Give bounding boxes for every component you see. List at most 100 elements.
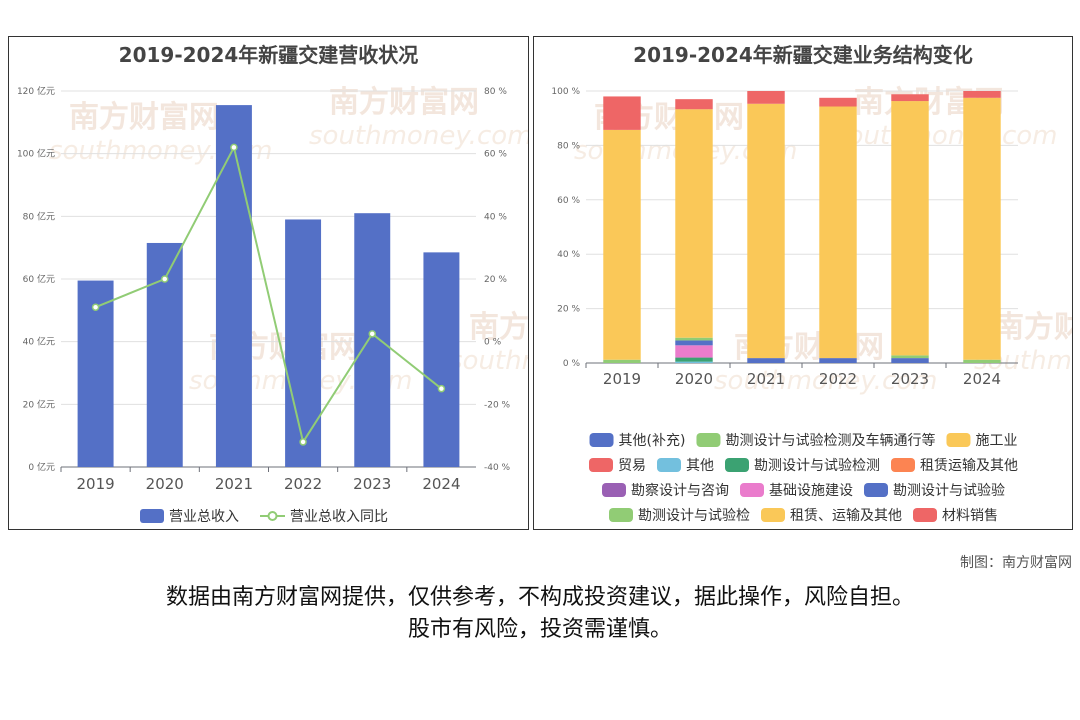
watermark-logo-text: 南方财富网 (329, 85, 479, 120)
revenue-y-left-tick: 80 亿元 (23, 210, 55, 222)
structure-y-tick: 80 % (557, 141, 580, 151)
structure-legend-swatch (657, 458, 681, 472)
structure-legend-label: 其他 (686, 458, 714, 474)
revenue-legend-line-label: 营业总收入同比 (290, 509, 388, 525)
revenue-bar (215, 105, 252, 467)
structure-legend-swatch (891, 458, 915, 472)
structure-chart-svg: 南方财富网southmoney.com南方财富网southmoney.com南方… (551, 85, 1073, 524)
watermark-domain-text: southmoney.com (449, 346, 529, 376)
structure-legend-item: 勘测设计与试验检测 (725, 458, 880, 474)
revenue-x-tick: 2022 (284, 475, 322, 493)
revenue-chart-panel: 2019-2024年新疆交建营收状况 南方财富网 southmoney.com 南方… (8, 36, 529, 530)
watermark-logo-text: 南方财富网 (69, 100, 219, 135)
structure-legend-label: 基础设施建设 (769, 482, 853, 499)
revenue-yoy-point (91, 303, 100, 311)
revenue-x-tick: 2024 (422, 475, 460, 493)
structure-x-tick: 2021 (747, 370, 785, 388)
revenue-legend-bar-swatch (140, 509, 164, 523)
structure-bar-segment (891, 358, 929, 363)
structure-legend-swatch (725, 458, 749, 472)
revenue-bar (423, 252, 460, 467)
structure-legend-label: 其他(补充) (619, 433, 686, 449)
revenue-y-right-tick: 60 % (484, 150, 507, 160)
structure-bar-segment (747, 103, 785, 359)
structure-legend-item: 勘测设计与试验检测及车辆通行等 (696, 432, 935, 449)
structure-legend-label: 勘察设计与咨询 (631, 482, 729, 499)
structure-legend-label: 租赁运输及其他 (920, 458, 1018, 474)
structure-legend-swatch (589, 433, 614, 447)
structure-bar-segment (891, 94, 929, 102)
chart-credit: 制图：南方财富网 (960, 555, 1072, 571)
structure-legend-label: 勘测设计与试验检测 (754, 458, 880, 474)
structure-bar-segment (675, 357, 713, 362)
structure-y-tick: 60 % (557, 196, 580, 206)
revenue-chart-svg: 南方财富网southmoney.com南方财富网southmoney.com南方… (17, 85, 529, 525)
structure-legend-item: 租赁、运输及其他 (761, 508, 902, 524)
structure-chart-panel: 2019-2024年新疆交建业务结构变化 南方财富网 southmoney.com… (533, 36, 1073, 530)
structure-bar-segment (963, 91, 1001, 98)
revenue-chart-title: 2019-2024年新疆交建营收状况 (118, 43, 419, 67)
revenue-yoy-point (299, 438, 307, 446)
structure-bar-segment (603, 129, 641, 360)
structure-bar-segment (675, 361, 713, 363)
structure-x-tick: 2020 (675, 370, 713, 388)
revenue-y-right-tick: -20 % (484, 400, 511, 410)
structure-y-tick: 20 % (557, 305, 580, 315)
revenue-y-right-tick: 80 % (484, 87, 507, 97)
structure-legend-label: 勘测设计与试验检 (638, 508, 750, 524)
structure-legend-swatch (946, 433, 971, 447)
revenue-y-right-tick: 40 % (484, 212, 507, 222)
structure-legend-swatch (913, 508, 937, 522)
structure-x-tick: 2024 (963, 370, 1001, 388)
structure-chart-title: 2019-2024年新疆交建业务结构变化 (633, 43, 973, 67)
structure-legend-item: 租赁运输及其他 (891, 458, 1018, 474)
revenue-y-left-tick: 0 亿元 (28, 461, 55, 473)
revenue-bar (77, 280, 114, 467)
revenue-bar (285, 219, 322, 467)
revenue-y-right-tick: -40 % (484, 463, 511, 473)
structure-bar-segment (891, 355, 929, 359)
structure-y-tick: 40 % (557, 250, 580, 260)
structure-legend-label: 施工业 (975, 433, 1017, 449)
revenue-y-left-tick: 60 亿元 (23, 273, 55, 285)
structure-legend-item: 其他(补充) (589, 433, 686, 449)
structure-bar-segment (675, 345, 713, 358)
disclaimer-line-1: 数据由南方财富网提供，仅供参考，不构成投资建议，据此操作，风险自担。 (165, 585, 914, 610)
structure-x-tick: 2022 (819, 370, 857, 388)
revenue-legend-bar-label: 营业总收入 (169, 509, 239, 525)
revenue-yoy-point (368, 330, 376, 338)
structure-legend-swatch (761, 508, 785, 522)
structure-legend-swatch (589, 458, 613, 472)
revenue-x-tick: 2020 (146, 475, 184, 493)
watermark-domain-text: southmoney.com (834, 121, 1057, 151)
structure-bar-segment (675, 109, 713, 338)
structure-legend-swatch (602, 483, 626, 497)
watermark-logo-text: 南方财富网 (469, 310, 529, 345)
revenue-yoy-point (230, 143, 238, 152)
revenue-y-left-tick: 120 亿元 (17, 85, 55, 97)
structure-legend-item: 其他 (657, 458, 714, 474)
structure-bar-segment (747, 91, 785, 104)
structure-legend-label: 勘测设计与试验检测及车辆通行等 (725, 432, 935, 449)
structure-bar-segment (747, 358, 785, 363)
revenue-y-left-tick: 100 亿元 (17, 148, 55, 160)
revenue-x-tick: 2021 (215, 475, 253, 493)
structure-bar-segment (675, 337, 713, 341)
revenue-y-left-tick: 20 亿元 (23, 398, 55, 410)
structure-bar-segment (963, 97, 1001, 360)
revenue-yoy-line (95, 144, 443, 445)
structure-legend-label: 贸易 (618, 458, 646, 474)
structure-bar-segment (891, 101, 929, 356)
structure-bar-segment (819, 97, 857, 107)
watermark-logo-text: 南方财富网 (994, 310, 1073, 345)
structure-x-tick: 2023 (891, 370, 929, 388)
structure-bar-segment (675, 99, 713, 110)
structure-legend-item: 勘察设计与咨询 (602, 482, 729, 499)
revenue-x-tick: 2019 (76, 475, 114, 493)
structure-bar-segment (819, 106, 857, 359)
revenue-y-right-tick: 0 % (484, 338, 502, 348)
structure-bar-segment (675, 340, 713, 346)
structure-legend-swatch (864, 483, 888, 497)
structure-legend-item: 基础设施建设 (740, 482, 853, 499)
revenue-x-tick: 2023 (353, 475, 391, 493)
